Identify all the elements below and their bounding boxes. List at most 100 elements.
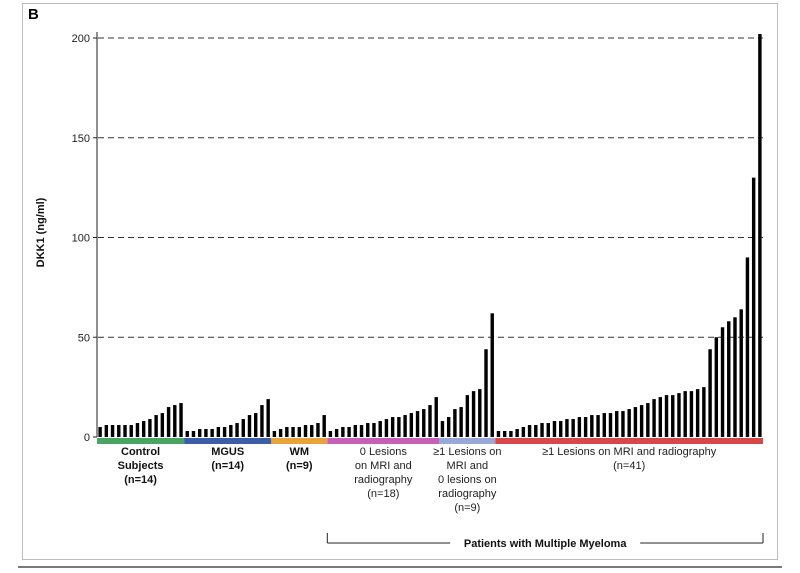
bar-mm1both — [515, 429, 519, 437]
bar-mm1both — [689, 391, 694, 437]
bar-control — [117, 425, 121, 437]
bar-wm — [322, 415, 326, 437]
bar-control — [98, 427, 102, 437]
bar-control — [104, 425, 109, 437]
bar-wm — [310, 425, 314, 437]
bar-mm0 — [390, 417, 395, 437]
bar-mm1mri — [446, 417, 451, 437]
bar-mm0 — [378, 421, 382, 437]
group-label-mgus: MGUS — [211, 446, 244, 458]
bar-mm1both — [615, 411, 619, 437]
bar-mm1both — [677, 393, 681, 437]
bar-control — [135, 423, 140, 437]
bar-wm — [272, 431, 277, 437]
y-tick-label: 200 — [72, 33, 90, 45]
y-tick-label: 0 — [84, 432, 90, 444]
bottom-rule — [18, 566, 782, 568]
bar-wm — [316, 423, 320, 437]
bar-mgus — [197, 429, 202, 437]
bar-mgus — [266, 399, 270, 437]
bar-mm1both — [758, 34, 762, 437]
group-strip-control — [97, 438, 185, 444]
group-label-mm1mri: MRI and — [447, 460, 489, 472]
group-label-wm: WM — [290, 446, 310, 458]
bar-control — [110, 425, 115, 437]
bar-mm1both — [608, 413, 613, 437]
group-label-mm1both: (n=41) — [613, 460, 645, 472]
bar-mm1both — [683, 391, 687, 437]
bar-mm1both — [745, 257, 750, 437]
bar-mm1both — [652, 399, 656, 437]
bar-mm0 — [422, 409, 426, 437]
bar-mm1mri — [478, 389, 482, 437]
group-label-mm0: 0 Lesions — [360, 446, 408, 458]
bar-mm0 — [415, 411, 420, 437]
panel-label: B — [28, 6, 39, 23]
bar-mm1both — [521, 427, 526, 437]
bar-mm0 — [359, 425, 364, 437]
bar-mm1mri — [471, 391, 476, 437]
bar-mm1both — [714, 337, 719, 437]
group-label-mm1mri: (n=9) — [454, 502, 480, 514]
bar-control — [141, 421, 146, 437]
group-strip-mm1both — [495, 438, 763, 444]
bar-mgus — [204, 429, 208, 437]
bar-mm1both — [496, 431, 501, 437]
bar-mm1both — [658, 397, 663, 437]
group-strip-wm — [271, 438, 328, 444]
bar-mm0 — [409, 413, 414, 437]
bar-mm1mri — [465, 395, 470, 437]
bar-mm1both — [559, 421, 563, 437]
bar-mgus — [260, 405, 264, 437]
group-label-mm0: on MRI and — [355, 460, 412, 472]
bar-mm1both — [671, 395, 675, 437]
figure-frame — [22, 3, 778, 560]
bar-mm1both — [720, 327, 725, 437]
bar-mm1both — [627, 409, 631, 437]
bar-mgus — [210, 429, 214, 437]
group-label-mm1both: ≥1 Lesions on MRI and radiography — [542, 446, 717, 458]
bar-mm1mri — [484, 349, 488, 437]
group-label-control: (n=14) — [124, 474, 157, 486]
bar-mgus — [185, 431, 189, 437]
bar-mm1both — [646, 403, 650, 437]
bar-control — [129, 425, 133, 437]
bar-mm1both — [602, 413, 606, 437]
bar-mm1both — [583, 417, 588, 437]
bar-mm0 — [328, 431, 333, 437]
bar-wm — [291, 427, 295, 437]
group-label-mm1mri: radiography — [438, 488, 497, 500]
group-label-mm1mri: 0 lesions on — [438, 474, 497, 486]
bar-mm1both — [527, 425, 532, 437]
bar-mm1both — [565, 419, 569, 437]
bar-mm1mri — [453, 409, 457, 437]
bar-mgus — [241, 419, 245, 437]
bar-mm0 — [334, 429, 339, 437]
group-label-control: Subjects — [118, 460, 164, 472]
bar-mgus — [247, 415, 252, 437]
bar-mm1both — [552, 421, 557, 437]
bar-mm1both — [708, 349, 712, 437]
bar-wm — [303, 425, 308, 437]
bar-mm1both — [664, 395, 669, 437]
bar-mm1both — [546, 423, 550, 437]
bar-mm1both — [639, 405, 644, 437]
bar-mm1mri — [490, 313, 494, 437]
bar-control — [148, 419, 152, 437]
bar-mm1both — [727, 321, 731, 437]
bar-mm0 — [428, 405, 432, 437]
bar-mm1both — [751, 177, 756, 437]
bar-wm — [297, 427, 301, 437]
bar-control — [154, 415, 158, 437]
bar-mm1both — [695, 389, 700, 437]
bar-control — [160, 413, 165, 437]
bar-mm1mri — [440, 421, 445, 437]
bar-mm1both — [733, 317, 737, 437]
group-label-control: Control — [121, 446, 160, 458]
bar-mm1both — [502, 431, 507, 437]
bar-mm0 — [403, 415, 407, 437]
bar-wm — [278, 429, 283, 437]
bar-mgus — [216, 427, 221, 437]
bar-mgus — [191, 431, 196, 437]
